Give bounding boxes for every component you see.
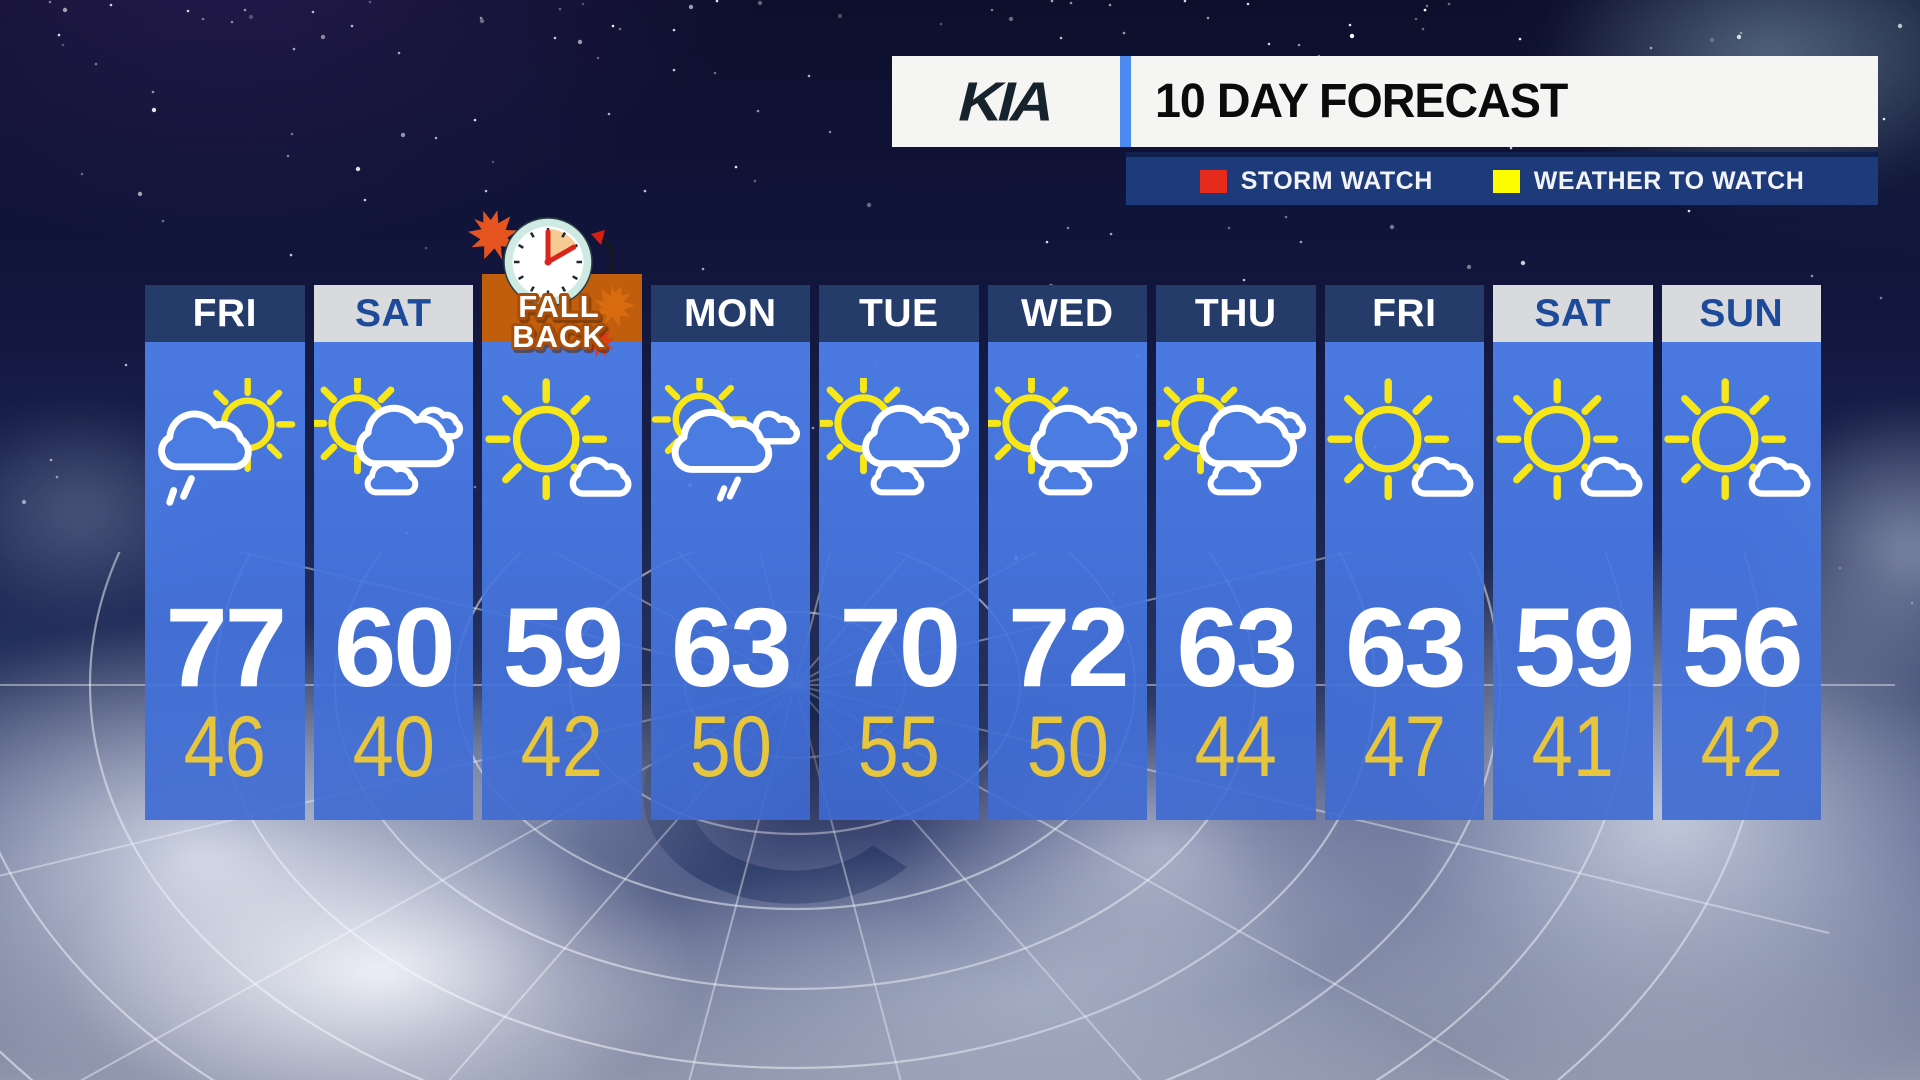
- sun-small-cloud-icon: [1493, 378, 1653, 526]
- forecast-day-column: FRI 77 46: [145, 285, 305, 820]
- day-header: THU: [1156, 285, 1316, 342]
- weather-to-watch-swatch: [1492, 169, 1520, 193]
- day-label: WED: [1021, 291, 1114, 335]
- day-label: TUE: [859, 291, 939, 335]
- header-divider: [1120, 56, 1131, 147]
- low-temperature: 47: [1363, 699, 1446, 795]
- sun-cloud-showers-icon: [145, 378, 305, 526]
- high-temperature: 72: [1007, 585, 1130, 710]
- day-header: FRI: [1324, 285, 1484, 342]
- legend-label: STORM WATCH: [1240, 166, 1433, 195]
- legend-item-storm-watch: STORM WATCH: [1199, 166, 1433, 196]
- sun-with-clouds-icon: [988, 378, 1148, 526]
- low-temperature: 46: [183, 699, 266, 795]
- legend-label: WEATHER TO WATCH: [1533, 166, 1805, 195]
- day-body: 77 46: [145, 342, 305, 820]
- day-label: SAT: [354, 291, 432, 335]
- forecast-day-column: TUE 70 55: [819, 285, 979, 820]
- high-temperature: 77: [165, 585, 287, 710]
- low-temperature: 50: [1026, 699, 1109, 795]
- forecast-day-column: SAT 59 41: [1493, 285, 1653, 820]
- title-box: 10 DAY FORECAST: [1131, 56, 1878, 147]
- day-label: FRI: [1372, 291, 1437, 335]
- low-temperature: 42: [1700, 699, 1783, 795]
- high-temperature: 59: [502, 585, 624, 710]
- kia-logo-box: KIA: [892, 56, 1120, 147]
- kia-logo: KIA: [952, 70, 1060, 133]
- day-body: 72 50: [987, 342, 1148, 820]
- day-header: SAT: [1493, 285, 1653, 342]
- day-label: MON: [684, 291, 777, 335]
- sun-small-cloud-icon: [1662, 378, 1822, 526]
- day-header: [482, 285, 642, 342]
- forecast-day-column: FRI 63 47: [1324, 285, 1485, 820]
- day-header: WED: [987, 285, 1147, 342]
- forecast-grid: FRI 77 46 SAT 60 40 59 42 FALL BACK MON: [145, 210, 1822, 820]
- day-header: MON: [650, 285, 810, 342]
- day-body: 59 42: [482, 342, 642, 820]
- high-temperature: 60: [333, 585, 456, 710]
- day-label: THU: [1194, 291, 1277, 335]
- high-temperature: 63: [1344, 585, 1467, 710]
- forecast-day-column: 59 42 FALL BACK: [468, 210, 642, 820]
- low-temperature: 44: [1194, 699, 1277, 795]
- day-body: 63 44: [1156, 342, 1316, 820]
- low-temperature: 50: [689, 699, 772, 795]
- sun-small-cloud-icon: [1325, 378, 1485, 526]
- day-label: SAT: [1534, 291, 1612, 335]
- high-temperature: 59: [1513, 585, 1635, 710]
- low-temperature: 55: [857, 699, 940, 795]
- forecast-day-column: SUN 56 42: [1661, 285, 1822, 820]
- day-body: 70 55: [819, 342, 979, 820]
- day-label: SUN: [1699, 291, 1784, 335]
- forecast-day-column: MON 63 50: [650, 285, 811, 820]
- low-temperature: 40: [352, 699, 435, 795]
- storm-watch-swatch: [1199, 169, 1227, 193]
- day-header: FRI: [145, 285, 305, 342]
- sun-with-clouds-icon: [819, 378, 979, 526]
- low-temperature: 42: [520, 699, 603, 795]
- high-temperature: 56: [1681, 585, 1804, 710]
- forecast-day-column: SAT 60 40: [313, 285, 474, 820]
- day-header: TUE: [819, 285, 979, 342]
- day-body: 63 50: [650, 342, 811, 820]
- forecast-day-column: THU 63 44: [1156, 285, 1316, 820]
- day-label: FRI: [192, 291, 257, 335]
- legend-bar: STORM WATCH WEATHER TO WATCH: [1126, 152, 1878, 205]
- day-body: 60 40: [313, 342, 474, 820]
- sun-small-cloud-icon: [482, 378, 642, 526]
- page-title: 10 DAY FORECAST: [1155, 75, 1568, 128]
- legend-item-weather-to-watch: WEATHER TO WATCH: [1492, 166, 1805, 196]
- high-temperature: 70: [839, 585, 961, 710]
- day-body: 63 47: [1324, 342, 1485, 820]
- forecast-day-column: WED 72 50: [987, 285, 1148, 820]
- day-body: 59 41: [1493, 342, 1653, 820]
- high-temperature: 63: [1176, 585, 1298, 710]
- day-body: 56 42: [1661, 342, 1822, 820]
- clouds-sun-light-rain-icon: [651, 378, 811, 526]
- low-temperature: 41: [1531, 699, 1614, 795]
- day-header: SAT: [313, 285, 473, 342]
- header-bar: KIA 10 DAY FORECAST: [892, 56, 1878, 147]
- high-temperature: 63: [670, 585, 793, 710]
- day-header: SUN: [1661, 285, 1821, 342]
- sun-with-clouds-icon: [314, 378, 474, 526]
- sun-with-clouds-icon: [1156, 378, 1316, 526]
